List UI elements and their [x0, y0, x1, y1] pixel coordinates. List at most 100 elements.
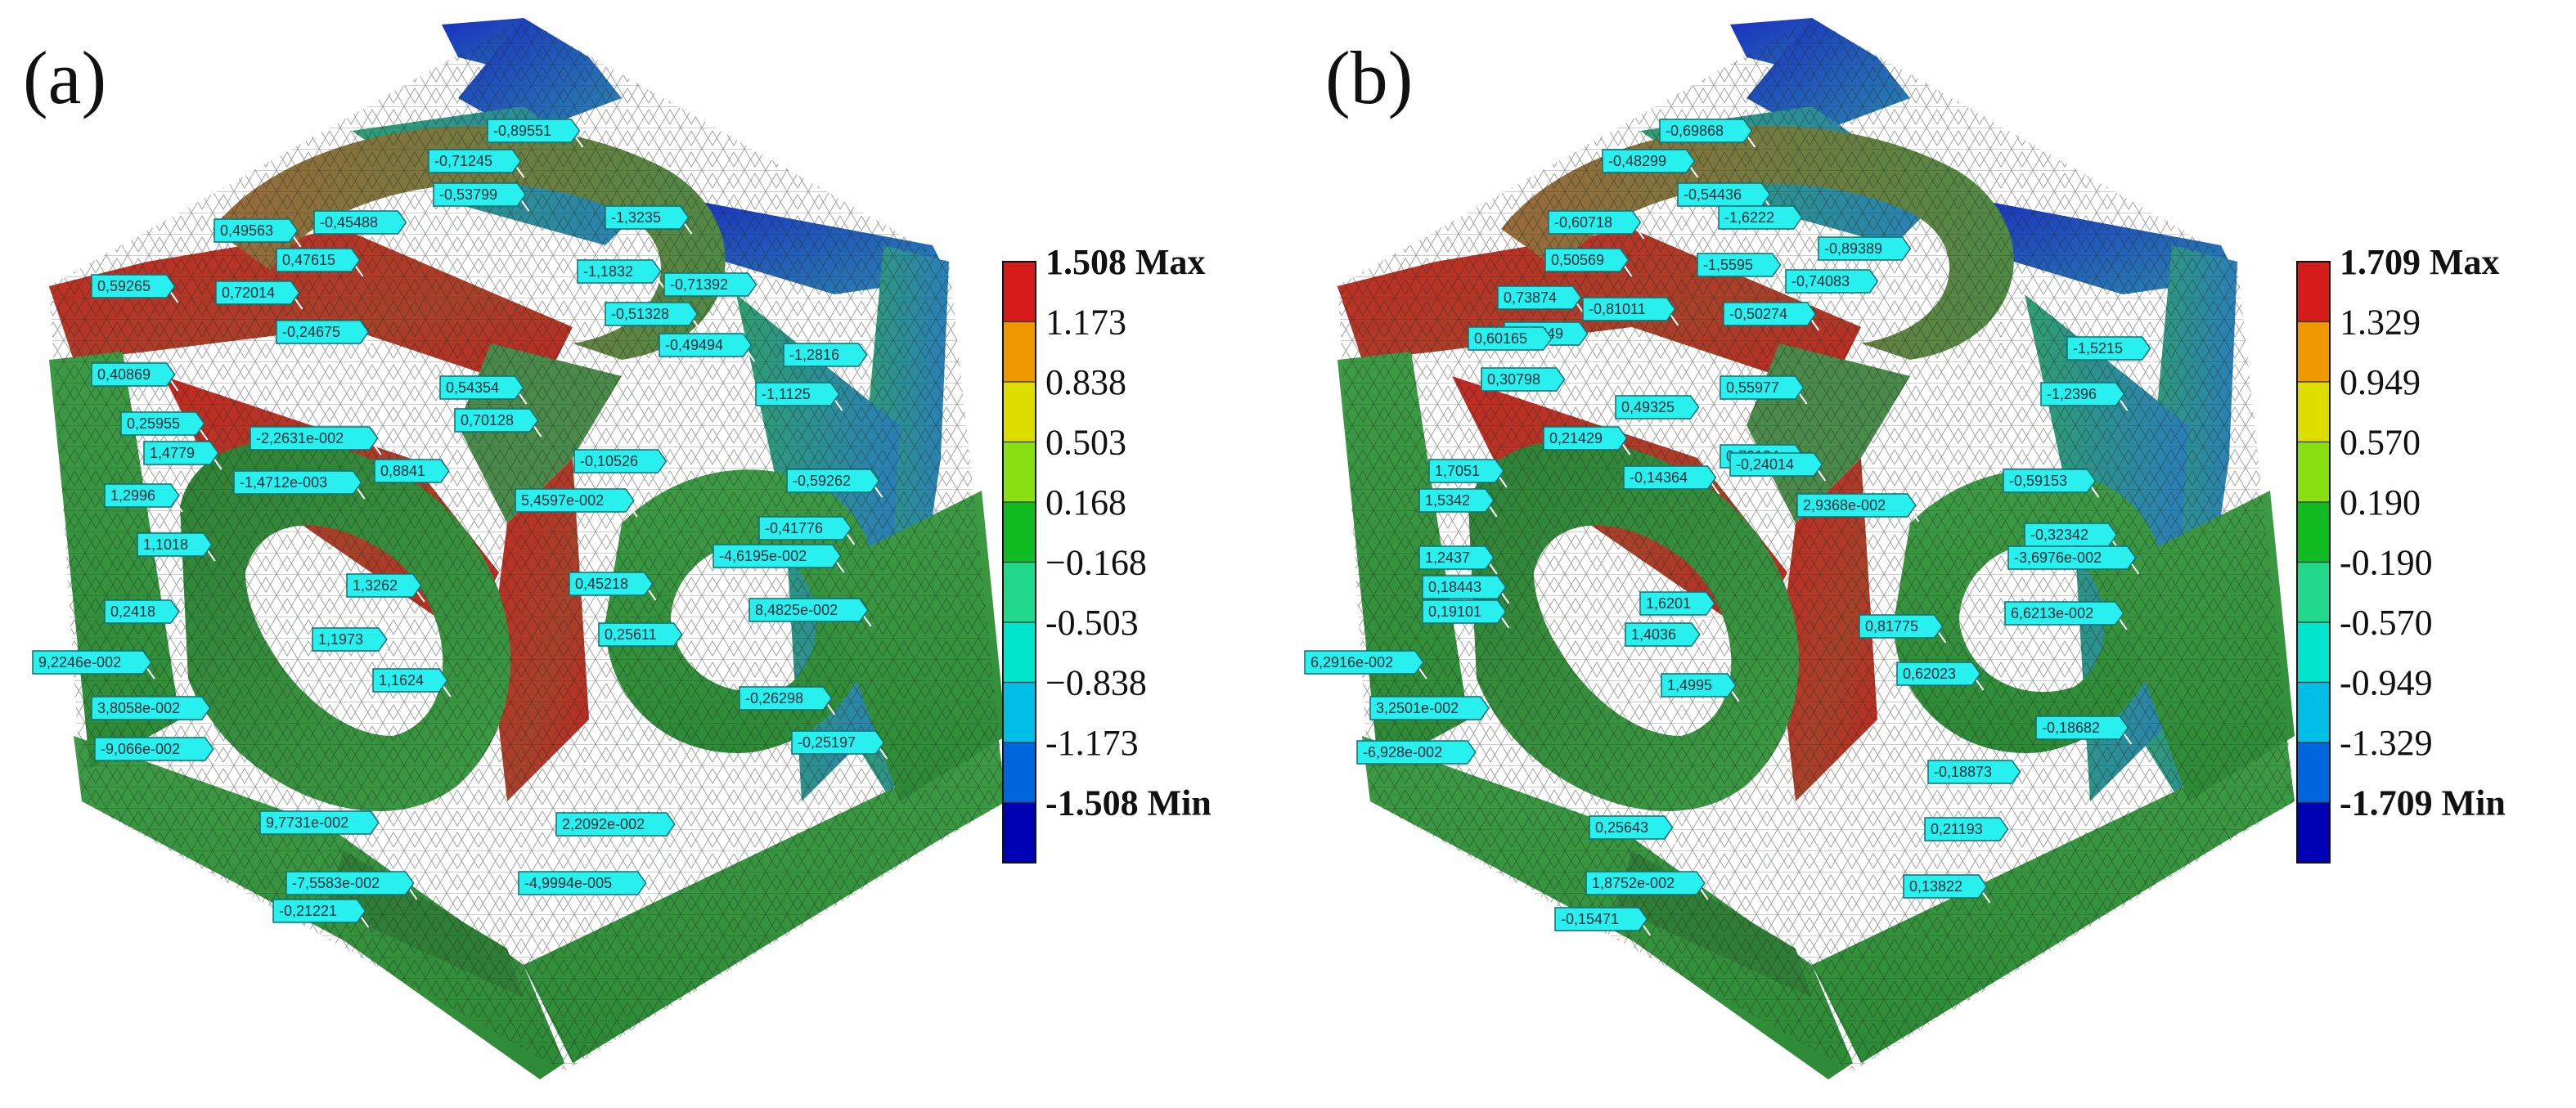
value-callout: -0,50274	[1723, 302, 1820, 331]
value-callout: 0,18443	[1422, 575, 1510, 604]
value-callout: -1,5595	[1697, 253, 1785, 282]
value-callout-text: -2,2631e-002	[256, 430, 344, 446]
value-callout: -0,71392	[663, 272, 761, 302]
value-callout-text: 1,2437	[1425, 550, 1470, 566]
value-callout-text: 1,1624	[379, 672, 424, 689]
legend-color-band	[1002, 561, 1036, 623]
value-callout-text: 0,60165	[1474, 330, 1527, 347]
legend-max-label: 1.709 Max	[2340, 242, 2500, 282]
value-callout-text: -1,1125	[762, 386, 811, 402]
value-callout-text: -0,81011	[1589, 301, 1646, 317]
value-callout: 0,25643	[1589, 815, 1677, 845]
value-callout: 0,49325	[1615, 395, 1703, 424]
value-callout: -1,4712e-003	[233, 470, 366, 500]
value-callout-text: 0,40869	[97, 366, 151, 383]
value-callout-text: -1,2396	[2047, 386, 2097, 402]
legend-color-band	[1002, 681, 1036, 743]
value-callout: 1,5342	[1418, 488, 1498, 518]
value-callout: -0,74083	[1785, 269, 1882, 298]
value-callout: -0,81011	[1582, 297, 1679, 326]
value-callout: 2,9368e-002	[1796, 493, 1920, 523]
value-callout: 3,8058e-002	[91, 696, 214, 725]
legend-color-band	[2296, 561, 2331, 623]
value-callout-text: 0,70128	[461, 412, 514, 428]
value-callout-text: 0,49563	[220, 222, 273, 239]
value-callout: 0,8841	[374, 459, 453, 488]
panel-b-label: (b)	[1325, 36, 1413, 119]
panel-b-annotations: -0,69868-0,48299 -0,54436 -1,6222 -0,60718 -…	[1304, 119, 2155, 936]
value-callout: 0,60165	[1468, 326, 1556, 356]
value-callout-text: -3,6976e-002	[2014, 550, 2102, 566]
value-callout-text: -9,066e-002	[101, 741, 180, 757]
value-callout-text: 0,25611	[605, 626, 657, 643]
value-callout-text: -1,5215	[2073, 340, 2123, 357]
legend-color-band	[1002, 801, 1036, 864]
legend-frame	[2296, 261, 2331, 864]
value-callout: 0,47615	[276, 248, 364, 277]
value-callout: 6,6213e-002	[2004, 601, 2128, 630]
value-callout: -0,51328	[605, 302, 702, 331]
value-callout: -1,5215	[2066, 336, 2155, 366]
legend-color-band	[1002, 441, 1036, 503]
legend-tick-label: 0.168	[1045, 482, 1126, 523]
value-callout: -0,24675	[276, 320, 373, 349]
value-callout-text: 1,6201	[1646, 595, 1691, 612]
value-callout: 1,2437	[1418, 545, 1498, 575]
value-callout-text: 6,6213e-002	[2011, 605, 2093, 621]
value-callout-text: -0,18682	[2042, 720, 2100, 736]
value-callout-text: -4,9994e-005	[524, 875, 612, 891]
legend-color-band	[1002, 621, 1036, 684]
value-callout-text: 1,4995	[1667, 677, 1712, 693]
value-callout: 8,4825e-002	[749, 598, 872, 627]
panel-b: (b) -0,69868-0,48299 -0,54436 -1,6222 -0,60…	[1304, 18, 2506, 1079]
value-callout: -0,18873	[1927, 760, 2025, 789]
value-callout-text: 8,4825e-002	[755, 602, 838, 618]
value-callout-text: 0,49325	[1621, 399, 1675, 415]
value-callout-text: -1,4712e-003	[240, 474, 327, 491]
panel-a-annotations: -0,89551-0,71245 -0,53799 -1,3235 0,49563 -0…	[32, 119, 888, 928]
value-callout-text: -0,89551	[493, 123, 551, 139]
value-callout: -0,15471	[1554, 907, 1652, 936]
value-callout-text: 2,2092e-002	[562, 816, 645, 832]
value-callout-text: -0,74083	[1792, 273, 1850, 289]
value-callout-text: 0,54354	[446, 379, 499, 396]
value-callout: -0,14364	[1623, 465, 1720, 495]
legend-color-band	[2296, 501, 2331, 563]
value-callout-text: -0,50274	[1729, 306, 1787, 322]
value-callout: 0,30798	[1481, 367, 1569, 397]
value-callout-text: -0,51328	[611, 306, 669, 322]
value-callout: -0,60718	[1548, 210, 1645, 240]
value-callout-text: -0,24014	[1736, 456, 1794, 473]
panel-a-label: (a)	[23, 36, 106, 119]
value-callout-text: -0,18873	[1934, 764, 1992, 780]
value-callout: -0,10526	[573, 449, 671, 478]
value-callout: 1,4036	[1625, 622, 1704, 652]
value-callout-text: 1,4779	[150, 445, 195, 461]
value-callout: -0,21221	[272, 899, 370, 928]
legend-tick-label: -1.329	[2340, 723, 2433, 763]
value-callout: -4,6195e-002	[713, 544, 845, 573]
value-callout-text: -1,1832	[583, 263, 633, 280]
value-callout: -0,24014	[1729, 452, 1827, 482]
value-callout-text: 0,19101	[1428, 603, 1481, 620]
legend-tick-label: 0.503	[1045, 423, 1126, 463]
value-callout: -0,49494	[659, 333, 756, 362]
value-callout-text: -1,2816	[789, 347, 839, 363]
value-callout: 0,55977	[1720, 375, 1808, 405]
panel-a-color-legend: 1.508 Max 1.173 0.838 0.503 0.168 −0.168 -0.50…	[1002, 242, 1212, 864]
value-callout: -1,3235	[605, 205, 693, 235]
legend-tick-label: 0.949	[2340, 362, 2421, 402]
value-callout-text: -0,71392	[670, 276, 728, 293]
legend-color-band	[1002, 261, 1036, 323]
legend-color-band	[2296, 261, 2331, 323]
value-callout-text: -0,26298	[745, 690, 803, 707]
value-callout-text: 0,8841	[380, 463, 425, 479]
value-callout-text: 1,4036	[1631, 626, 1676, 643]
legend-tick-label: -0.503	[1045, 603, 1139, 643]
value-callout: 1,8752e-002	[1585, 871, 1709, 900]
legend-color-band	[2296, 621, 2331, 684]
value-callout: 1,2996	[104, 483, 183, 513]
value-callout-text: -0,89389	[1824, 240, 1882, 257]
value-callout: -0,25197	[791, 730, 888, 760]
value-callout-text: -0,53799	[439, 186, 497, 203]
